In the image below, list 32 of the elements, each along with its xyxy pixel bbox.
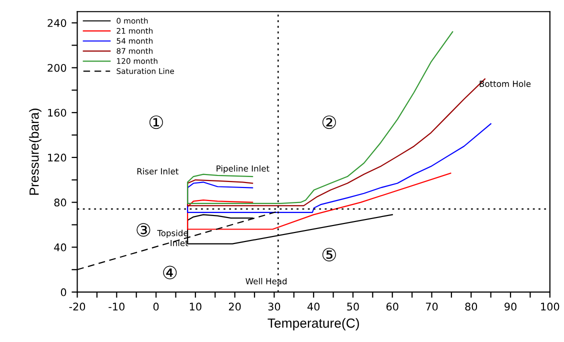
y-tick-label: 120 xyxy=(48,154,66,162)
annotation: ③ xyxy=(136,223,150,237)
x-tick-label: 80 xyxy=(465,302,478,311)
x-tick-label: 10 xyxy=(190,302,202,311)
y-tick-label: 200 xyxy=(48,64,66,72)
x-tick-label: 20 xyxy=(228,302,241,311)
x-tick-label: 60 xyxy=(386,302,398,311)
x-tick-label: 40 xyxy=(307,302,320,311)
x-tick-label: 90 xyxy=(504,302,516,311)
annotation: Pipeline Inlet xyxy=(216,165,270,174)
y-tick-label: 80 xyxy=(54,198,66,206)
x-tick-label: -20 xyxy=(69,302,86,311)
y-axis-title: Pressure(bara) xyxy=(29,108,42,195)
annotation: Well Head xyxy=(246,278,287,284)
x-tick-label: -10 xyxy=(108,302,124,311)
x-axis-title: Temperature(C) xyxy=(268,318,359,330)
y-tick-label: 40 xyxy=(54,243,66,252)
x-tick-label: 30 xyxy=(268,302,280,311)
annotation: ① xyxy=(149,115,163,129)
annotation: ⑤ xyxy=(322,248,336,262)
annotation: ④ xyxy=(163,266,177,280)
y-tick-label: 240 xyxy=(48,19,66,27)
y-tick-label: 0 xyxy=(60,288,66,296)
x-tick-label: 70 xyxy=(426,302,438,311)
y-tick-label: 160 xyxy=(48,108,66,117)
x-tick-label: 100 xyxy=(541,302,560,311)
x-tick-label: 0 xyxy=(153,302,159,311)
annotation: Bottom Hole xyxy=(480,80,531,87)
annotation: Topside Inlet xyxy=(157,230,188,246)
annotation: Riser Inlet xyxy=(137,168,178,174)
annotation: ② xyxy=(322,115,336,129)
x-tick-label: 50 xyxy=(347,302,359,311)
